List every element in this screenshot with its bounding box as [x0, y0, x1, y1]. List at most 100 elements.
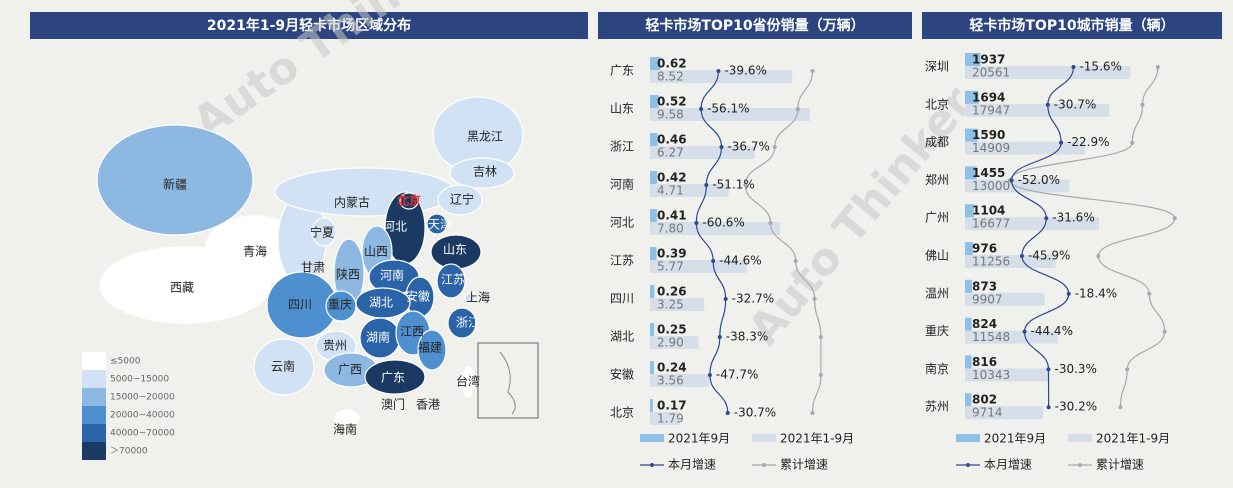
legend-point [1078, 463, 1082, 467]
category-label: 广东 [610, 64, 634, 78]
bar [965, 66, 1131, 79]
value-label: 3.25 [657, 298, 684, 312]
growth-point [795, 107, 800, 111]
value-label: 2.90 [657, 336, 684, 350]
growth-point [1172, 216, 1177, 221]
bar [650, 336, 699, 349]
region-label: 天津 [428, 218, 452, 232]
category-label: 广州 [925, 211, 949, 225]
bar [650, 133, 658, 146]
region [464, 292, 476, 304]
legend-label: 5000~15000 [110, 375, 169, 385]
legend-label: 2021年9月 [668, 432, 730, 446]
growth-point [1046, 405, 1051, 410]
bar [965, 317, 972, 331]
bar [650, 298, 705, 311]
growth-point [1162, 329, 1167, 334]
value-label: 9.58 [657, 108, 684, 122]
bar [650, 260, 747, 273]
category-label: 四川 [610, 292, 634, 306]
value-label: 11548 [972, 330, 1010, 344]
legend-swatch [82, 406, 106, 424]
growth-point [1022, 329, 1027, 334]
value-label: 0.46 [657, 133, 687, 147]
value-label: 5.77 [657, 260, 684, 274]
value-label: 13000 [972, 179, 1010, 193]
region-label: 海南 [333, 422, 357, 437]
legend-label: 2021年9月 [984, 432, 1046, 446]
bar [650, 361, 655, 374]
region-label: 黑龙江 [467, 130, 503, 144]
growth-point [717, 335, 722, 339]
growth-point [725, 411, 730, 415]
bar [965, 255, 1056, 268]
legend-label: 累计增速 [780, 458, 828, 472]
title-bar [922, 12, 1222, 39]
growth-label: -18.4% [1075, 286, 1117, 300]
value-label: 0.52 [657, 95, 687, 109]
value-label: 802 [972, 393, 997, 407]
legend-label: 2021年1-9月 [1096, 432, 1170, 446]
legend-label: 2021年1-9月 [780, 432, 854, 446]
bar [965, 406, 1044, 420]
growth-point [1066, 291, 1071, 296]
region-label: 安徽 [406, 289, 430, 304]
growth-point [707, 373, 712, 377]
growth-point [1140, 102, 1145, 107]
region-label: 重庆 [328, 298, 352, 312]
growth-point [772, 145, 777, 149]
bar [650, 285, 655, 298]
value-label: 1694 [972, 90, 1005, 104]
region-label: 山西 [364, 245, 388, 259]
growth-point [1019, 254, 1024, 258]
growth-label: -30.2% [1055, 400, 1097, 414]
growth-label: -15.6% [1079, 60, 1121, 74]
bar [650, 108, 810, 121]
growth-point [716, 69, 721, 73]
region [253, 338, 315, 396]
bar [965, 292, 1045, 306]
value-label: 816 [972, 355, 997, 369]
region-label: 甘肃 [301, 261, 325, 275]
region-label: 山东 [443, 243, 467, 257]
bar [965, 141, 1085, 155]
growth-label: -52.0% [1018, 173, 1060, 187]
legend-swatch [752, 434, 776, 442]
value-label: 9714 [972, 406, 1003, 420]
category-label: 成都 [925, 135, 949, 149]
category-label: 北京 [925, 97, 949, 111]
bar [965, 242, 973, 255]
value-label: 7.80 [657, 222, 684, 236]
region [417, 329, 447, 371]
value-label: 0.26 [657, 285, 687, 299]
value-label: 16677 [972, 217, 1010, 231]
value-label: 0.41 [657, 209, 687, 223]
value-label: 1455 [972, 166, 1005, 180]
value-label: 3.56 [657, 374, 684, 388]
growth-point [743, 183, 748, 187]
legend-swatch [1068, 434, 1092, 442]
growth-label: -30.3% [1054, 362, 1096, 376]
title-bar [598, 12, 912, 39]
growth-point [1096, 254, 1101, 258]
region-label: 澳门 [381, 397, 405, 412]
value-label: 4.71 [657, 184, 684, 198]
growth-point [818, 335, 823, 339]
region [437, 184, 483, 216]
value-label: 976 [972, 242, 997, 256]
value-label: 20561 [972, 66, 1010, 80]
value-label: 0.25 [657, 323, 687, 337]
bar [965, 330, 1058, 344]
bar [965, 393, 972, 407]
bar [650, 399, 653, 412]
region [449, 157, 515, 189]
growth-label: -47.7% [716, 368, 758, 382]
chart-title: 轻卡市场TOP10城市销量（辆） [969, 17, 1174, 34]
region-label: 北京 [397, 193, 421, 208]
growth-point [723, 297, 728, 301]
value-label: 0.39 [657, 247, 687, 261]
region-label: 上海 [466, 290, 490, 305]
growth-line [1010, 66, 1075, 408]
growth-point [1044, 216, 1049, 221]
category-label: 河南 [610, 177, 634, 192]
